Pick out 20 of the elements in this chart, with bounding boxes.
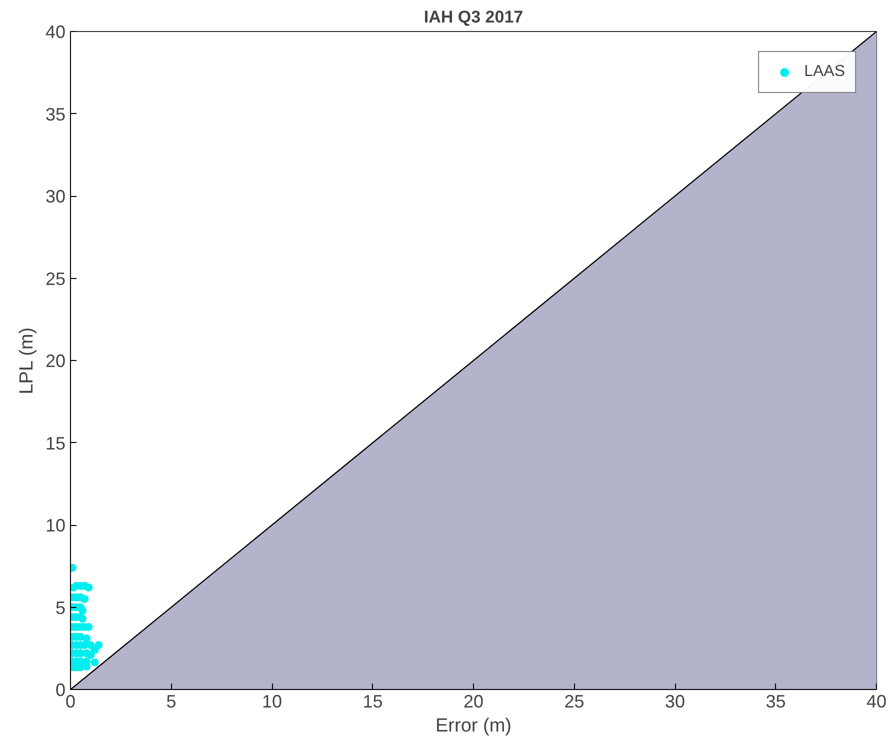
chart-title: IAH Q3 2017 xyxy=(424,8,524,26)
x-tick-label: 30 xyxy=(664,692,686,712)
y-tick-label: 15 xyxy=(45,433,66,454)
y-tick-label: 5 xyxy=(55,598,66,618)
y-tick-label: 35 xyxy=(45,104,66,124)
x-tick-label: 10 xyxy=(262,692,282,712)
x-axis-title: Error (m) xyxy=(436,716,512,736)
x-tick-label: 15 xyxy=(362,692,383,712)
x-tick-label: 5 xyxy=(166,692,176,712)
y-tick-label: 25 xyxy=(45,268,66,289)
y-axis-title: LPL (m) xyxy=(16,327,38,394)
y-tick-label: 40 xyxy=(45,22,66,42)
x-tick-label: 35 xyxy=(766,692,786,712)
x-tick-label: 40 xyxy=(866,692,887,712)
x-tick-label: 20 xyxy=(463,692,484,712)
y-tick-label: 30 xyxy=(45,186,66,206)
legend-label: LAAS xyxy=(804,63,845,81)
y-tick-label: 10 xyxy=(45,516,66,536)
y-tick-label: 20 xyxy=(45,351,66,371)
x-tick-label: 25 xyxy=(564,692,584,712)
